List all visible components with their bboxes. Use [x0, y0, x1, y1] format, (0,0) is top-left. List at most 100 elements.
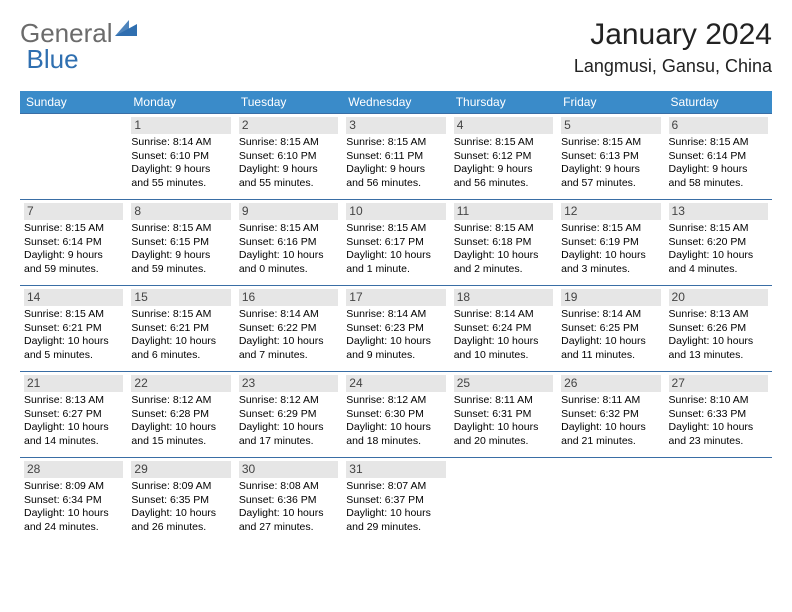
day-daylight1: Daylight: 9 hours	[24, 249, 123, 262]
calendar-cell: 26Sunrise: 8:11 AMSunset: 6:32 PMDayligh…	[557, 372, 664, 458]
day-sunrise: Sunrise: 8:12 AM	[131, 394, 230, 407]
day-daylight1: Daylight: 10 hours	[346, 421, 445, 434]
weekday-header: Monday	[127, 91, 234, 114]
day-number: 19	[561, 289, 660, 306]
calendar-cell: 12Sunrise: 8:15 AMSunset: 6:19 PMDayligh…	[557, 200, 664, 286]
day-sunrise: Sunrise: 8:14 AM	[131, 136, 230, 149]
day-daylight2: and 7 minutes.	[239, 349, 338, 362]
day-sunset: Sunset: 6:10 PM	[131, 150, 230, 163]
calendar-cell: 2Sunrise: 8:15 AMSunset: 6:10 PMDaylight…	[235, 114, 342, 200]
day-daylight2: and 9 minutes.	[346, 349, 445, 362]
day-sunset: Sunset: 6:25 PM	[561, 322, 660, 335]
calendar-cell: 16Sunrise: 8:14 AMSunset: 6:22 PMDayligh…	[235, 286, 342, 372]
calendar-cell	[450, 458, 557, 544]
day-sunrise: Sunrise: 8:14 AM	[346, 308, 445, 321]
day-sunrise: Sunrise: 8:15 AM	[239, 222, 338, 235]
day-sunrise: Sunrise: 8:11 AM	[561, 394, 660, 407]
calendar-cell: 30Sunrise: 8:08 AMSunset: 6:36 PMDayligh…	[235, 458, 342, 544]
weekday-header: Friday	[557, 91, 664, 114]
day-sunset: Sunset: 6:14 PM	[669, 150, 768, 163]
logo-mark-icon	[115, 20, 137, 43]
calendar-cell: 14Sunrise: 8:15 AMSunset: 6:21 PMDayligh…	[20, 286, 127, 372]
day-daylight2: and 27 minutes.	[239, 521, 338, 534]
calendar-row: 7Sunrise: 8:15 AMSunset: 6:14 PMDaylight…	[20, 200, 772, 286]
day-number: 14	[24, 289, 123, 306]
calendar-row: 28 Sunrise: 8:09 AMSunset: 6:34 PM Dayligh…	[20, 458, 772, 544]
day-number: 18	[454, 289, 553, 306]
day-number: 7	[24, 203, 123, 220]
day-sunrise: Sunrise: 8:15 AM	[454, 136, 553, 149]
calendar-cell: 17Sunrise: 8:14 AMSunset: 6:23 PMDayligh…	[342, 286, 449, 372]
day-sunrise: Sunrise: 8:15 AM	[24, 222, 123, 235]
day-number: 27	[669, 375, 768, 392]
calendar-cell: 31Sunrise: 8:07 AMSunset: 6:37 PMDayligh…	[342, 458, 449, 544]
day-sunrise: Sunrise: 8:15 AM	[239, 136, 338, 149]
calendar-cell: 6Sunrise: 8:15 AMSunset: 6:14 PMDaylight…	[665, 114, 772, 200]
day-sunrise: Sunrise: 8:15 AM	[346, 136, 445, 149]
day-number: 12	[561, 203, 660, 220]
day-sunrise: Sunrise: 8:15 AM	[346, 222, 445, 235]
day-sunrise: Sunrise: 8:09 AM	[24, 480, 123, 493]
day-sunrise: Sunrise: 8:14 AM	[454, 308, 553, 321]
day-daylight2: and 24 minutes.	[24, 521, 123, 534]
day-daylight1: Daylight: 10 hours	[346, 507, 445, 520]
day-daylight1: Daylight: 10 hours	[561, 249, 660, 262]
day-sunset: Sunset: 6:22 PM	[239, 322, 338, 335]
day-daylight2: and 2 minutes.	[454, 263, 553, 276]
day-sunset: Sunset: 6:33 PM	[669, 408, 768, 421]
day-daylight1: Daylight: 9 hours	[239, 163, 338, 176]
day-daylight1: Daylight: 10 hours	[239, 249, 338, 262]
day-sunrise: Sunrise: 8:11 AM	[454, 394, 553, 407]
day-number: 25	[454, 375, 553, 392]
day-sunrise: Sunrise: 8:15 AM	[24, 308, 123, 321]
day-number: 30	[239, 461, 338, 478]
day-daylight2: and 20 minutes.	[454, 435, 553, 448]
day-daylight2: and 23 minutes.	[669, 435, 768, 448]
day-daylight1: Daylight: 10 hours	[454, 335, 553, 348]
day-daylight1: Daylight: 10 hours	[561, 335, 660, 348]
day-daylight1: Daylight: 10 hours	[239, 421, 338, 434]
day-daylight1: Daylight: 10 hours	[669, 421, 768, 434]
day-daylight2: and 58 minutes.	[669, 177, 768, 190]
location-text: Langmusi, Gansu, China	[574, 56, 772, 77]
day-number: 8	[131, 203, 230, 220]
day-daylight2: and 57 minutes.	[561, 177, 660, 190]
day-daylight2: and 56 minutes.	[346, 177, 445, 190]
day-sunset: Sunset: 6:21 PM	[131, 322, 230, 335]
day-daylight2: and 17 minutes.	[239, 435, 338, 448]
calendar-cell: 15Sunrise: 8:15 AMSunset: 6:21 PMDayligh…	[127, 286, 234, 372]
day-sunset: Sunset: 6:13 PM	[561, 150, 660, 163]
day-sunrise: Sunrise: 8:13 AM	[24, 394, 123, 407]
day-daylight1: Daylight: 10 hours	[561, 421, 660, 434]
day-number: 22	[131, 375, 230, 392]
day-daylight1: Daylight: 9 hours	[131, 249, 230, 262]
day-daylight2: and 55 minutes.	[131, 177, 230, 190]
calendar-cell: 21Sunrise: 8:13 AMSunset: 6:27 PMDayligh…	[20, 372, 127, 458]
calendar-cell: 18 Sunrise: 8:14 AMSunset: 6:24 PMDayligh…	[450, 286, 557, 372]
day-daylight2: and 5 minutes.	[24, 349, 123, 362]
calendar-row: 14Sunrise: 8:15 AMSunset: 6:21 PMDayligh…	[20, 286, 772, 372]
calendar-cell: 3Sunrise: 8:15 AMSunset: 6:11 PMDaylight…	[342, 114, 449, 200]
day-sunrise: Sunrise: 8:14 AM	[239, 308, 338, 321]
day-sunset: Sunset: 6:24 PM	[454, 322, 553, 335]
day-sunset: Sunset: 6:34 PM	[24, 494, 123, 507]
day-sunset: Sunset: 6:14 PM	[24, 236, 123, 249]
day-daylight1: Daylight: 10 hours	[239, 335, 338, 348]
day-number: 10	[346, 203, 445, 220]
day-daylight1: Daylight: 10 hours	[131, 335, 230, 348]
day-daylight2: and 0 minutes.	[239, 263, 338, 276]
day-number: 29	[131, 461, 230, 478]
calendar-cell: 24Sunrise: 8:12 AMSunset: 6:30 PMDayligh…	[342, 372, 449, 458]
day-daylight1: Daylight: 9 hours	[346, 163, 445, 176]
day-sunrise: Sunrise: 8:15 AM	[131, 308, 230, 321]
day-daylight1: Daylight: 9 hours	[561, 163, 660, 176]
calendar-row: 1Sunrise: 8:14 AMSunset: 6:10 PMDaylight…	[20, 114, 772, 200]
day-number: 11	[454, 203, 553, 220]
day-number: 6	[669, 117, 768, 134]
day-daylight2: and 3 minutes.	[561, 263, 660, 276]
day-daylight2: and 59 minutes.	[24, 263, 123, 276]
day-daylight2: and 18 minutes.	[346, 435, 445, 448]
day-daylight1: Daylight: 10 hours	[131, 421, 230, 434]
day-number: 28	[24, 461, 123, 478]
calendar-cell: 1Sunrise: 8:14 AMSunset: 6:10 PMDaylight…	[127, 114, 234, 200]
